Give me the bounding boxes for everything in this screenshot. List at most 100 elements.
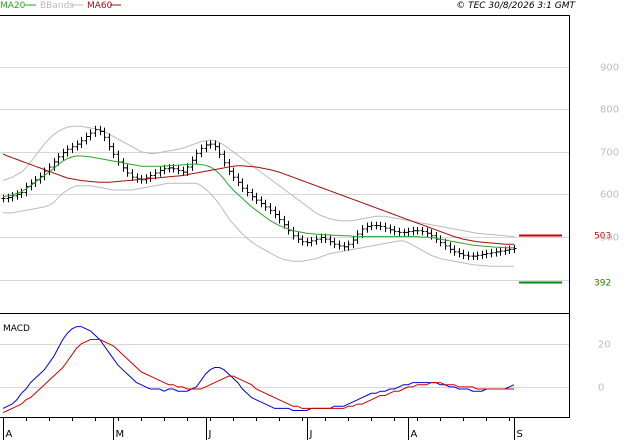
price-bar (286, 220, 291, 235)
macd-y-tick-label: 20 (598, 340, 611, 351)
price-y-tick-label: 500 (600, 233, 619, 244)
macd-y-axis: 20 0 (598, 340, 611, 394)
price-bar (158, 166, 163, 177)
price-bar (277, 210, 282, 224)
series-ma60 (2, 153, 514, 245)
price-bar (351, 236, 356, 249)
price-bar (181, 166, 186, 176)
price-bar (296, 231, 301, 243)
legend: MA20 BBands MA60 (0, 1, 121, 11)
price-bar (217, 142, 222, 159)
price-bar (332, 237, 337, 249)
price-bar (111, 142, 116, 159)
price-bar (102, 127, 107, 142)
price-bar (24, 182, 29, 197)
price-y-tick-label: 600 (600, 190, 619, 201)
x-tick-label: J (309, 429, 313, 440)
bollinger-bands (2, 125, 515, 267)
price-bar (194, 149, 199, 165)
price-bar (457, 248, 462, 258)
price-bar (148, 171, 153, 182)
price-bar (300, 235, 305, 246)
price-bar (420, 226, 425, 236)
price-bar (250, 188, 255, 201)
moving-averages (2, 153, 514, 249)
price-bar (498, 247, 503, 256)
x-tick-label: J (208, 429, 212, 440)
price-bar (406, 227, 411, 237)
price-bar (507, 245, 512, 255)
price-bars (1, 125, 517, 260)
level-label-503: 503 (594, 232, 611, 242)
price-bar (88, 129, 93, 141)
price-bar (65, 145, 70, 157)
macd-lines (2, 326, 515, 414)
price-y-axis: 900 800 700 600 500 (600, 63, 619, 244)
price-bar (208, 140, 213, 149)
price-bar (402, 228, 407, 237)
macd-gridlines (0, 344, 569, 388)
series-macd (2, 326, 515, 411)
price-y-tick-label: 800 (600, 105, 619, 116)
price-bar (342, 242, 347, 251)
price-bar (314, 235, 319, 245)
price-annotations: 503 392 (519, 232, 611, 289)
price-bar (466, 251, 471, 260)
legend-bbands-label: BBands (40, 1, 74, 11)
price-bar (107, 133, 112, 151)
level-label-392: 392 (594, 279, 611, 289)
price-bar (70, 142, 75, 154)
price-bar (98, 125, 103, 136)
price-bar (369, 221, 374, 231)
price-bar (254, 192, 259, 204)
price-bar (121, 158, 126, 172)
price-bar (135, 173, 140, 183)
price-bar (319, 233, 324, 243)
price-bar (176, 164, 181, 175)
price-bar (397, 227, 402, 237)
legend-ma60-label: MA60 (87, 1, 113, 11)
price-bar (52, 158, 57, 171)
price-bar (392, 226, 397, 236)
price-bar (6, 193, 11, 203)
price-bar (452, 245, 457, 256)
price-bar (268, 203, 273, 215)
price-bar (231, 167, 236, 182)
price-bar (1, 194, 6, 203)
price-bar (425, 227, 430, 238)
series-signal (2, 339, 514, 414)
price-bar (480, 250, 485, 260)
price-bar (346, 240, 351, 251)
series-ma20 (2, 155, 514, 249)
price-bar (245, 184, 250, 197)
price-bar (374, 221, 379, 230)
price-bar (475, 251, 480, 260)
price-bar (360, 225, 365, 238)
price-gridlines (0, 67, 569, 281)
price-bar (79, 136, 84, 148)
price-bar (199, 144, 204, 158)
price-bar (365, 222, 370, 233)
copyright-notice: © TEC 30/8/2026 3:1 GMT (456, 1, 576, 11)
price-bar (309, 237, 314, 247)
price-bar (213, 140, 218, 151)
price-bar (204, 141, 209, 153)
price-bar (259, 196, 264, 208)
price-bar (130, 169, 135, 182)
price-bar (388, 224, 393, 234)
price-bar (185, 163, 190, 176)
legend-ma20-label: MA20 (0, 1, 26, 11)
price-bar (19, 188, 24, 199)
price-bar (471, 252, 476, 260)
price-bar (222, 150, 227, 167)
price-y-tick-label: 900 (600, 63, 619, 74)
price-bar (489, 248, 494, 258)
price-bar (411, 226, 416, 236)
price-bar (494, 248, 499, 257)
price-bar (484, 249, 489, 259)
x-tick-label: A (411, 429, 418, 440)
price-bar (75, 140, 80, 151)
series-bbands-lower (3, 182, 514, 267)
price-bar (125, 164, 130, 177)
